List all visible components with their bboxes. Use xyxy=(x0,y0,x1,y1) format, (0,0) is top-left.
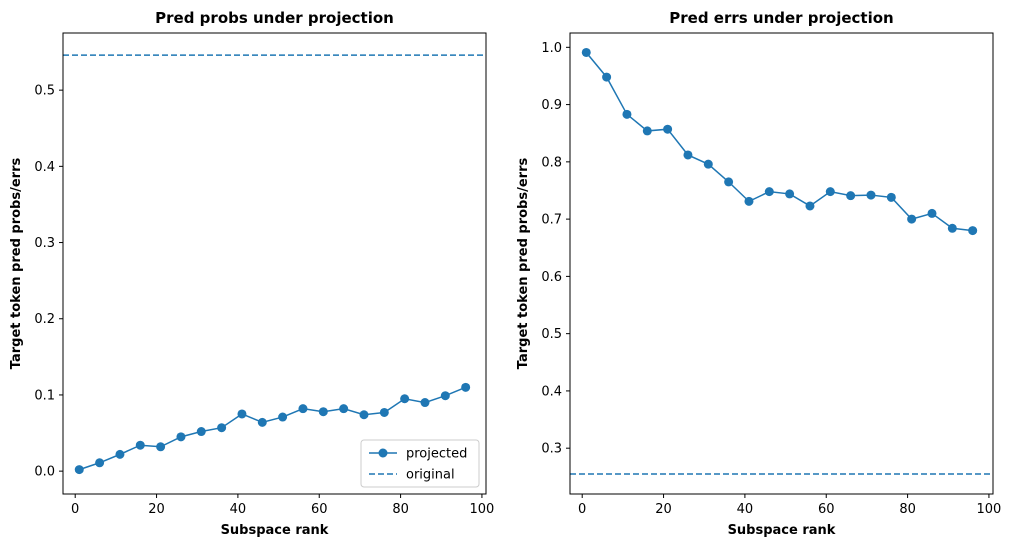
x-tick-label: 0 xyxy=(71,502,79,517)
x-tick-label: 60 xyxy=(311,502,328,517)
projected-data-point xyxy=(359,410,369,420)
projected-data-point xyxy=(744,196,754,206)
projected-data-point xyxy=(642,126,652,136)
projected-data-point xyxy=(805,201,815,211)
x-tick-label: 100 xyxy=(977,502,1002,517)
projected-data-point xyxy=(622,109,632,119)
y-tick-label: 0.3 xyxy=(541,442,562,457)
legend-projected-label: projected xyxy=(406,447,467,462)
y-tick-label: 1.0 xyxy=(541,41,562,56)
projected-data-point xyxy=(135,440,145,450)
y-tick-label: 0.0 xyxy=(34,465,55,480)
projected-data-point xyxy=(318,407,328,417)
projected-data-point xyxy=(237,409,247,419)
x-tick-label: 0 xyxy=(578,502,586,517)
projected-data-point xyxy=(440,391,450,401)
x-tick-label: 60 xyxy=(818,502,835,517)
y-tick-label: 0.9 xyxy=(541,98,562,113)
projected-data-point xyxy=(764,187,774,197)
axes-frame xyxy=(569,32,994,495)
chart-title: Pred errs under projection xyxy=(669,9,893,27)
projected-data-point xyxy=(866,190,876,200)
projected-data-point xyxy=(663,124,673,134)
projected-data-point xyxy=(968,226,978,236)
legend: projected original xyxy=(360,439,480,488)
projected-data-point xyxy=(907,214,917,224)
projected-data-point xyxy=(278,412,288,422)
projected-data-point xyxy=(156,442,166,452)
y-tick-label: 0.3 xyxy=(34,236,55,251)
y-tick-label: 0.4 xyxy=(34,160,55,175)
right-chart-pred-errs: Pred errs under projection Subspace rank… xyxy=(516,9,1001,538)
projected-data-point xyxy=(846,191,856,201)
x-axis-label: Subspace rank xyxy=(728,523,836,538)
legend-projected-marker xyxy=(378,448,388,458)
x-tick-label: 20 xyxy=(148,502,165,517)
projected-data-point xyxy=(115,449,125,459)
y-axis-label: Target token pred probs/errs xyxy=(9,158,24,370)
y-tick-label: 0.4 xyxy=(541,384,562,399)
y-tick-label: 0.8 xyxy=(541,155,562,170)
plot-area: 0 20 40 60 80 100 0.0 0.1 0.2 0.3 0.4 0.5 xyxy=(34,32,495,517)
x-tick-label: 20 xyxy=(655,502,672,517)
y-axis-label: Target token pred probs/errs xyxy=(516,158,531,370)
axes-frame xyxy=(62,32,487,495)
projected-data-point xyxy=(74,465,84,475)
x-tick-label: 100 xyxy=(470,502,495,517)
y-tick-label: 0.7 xyxy=(541,213,562,228)
projected-data-point xyxy=(785,189,795,199)
projected-data-point xyxy=(420,398,430,408)
projected-data-point xyxy=(886,192,896,202)
projected-data-point xyxy=(196,427,206,437)
legend-frame xyxy=(360,439,480,488)
projected-data-point xyxy=(339,404,349,414)
projected-data-point xyxy=(947,223,957,233)
x-tick-label: 80 xyxy=(899,502,916,517)
left-chart-pred-probs: Pred probs under projection Subspace ran… xyxy=(9,9,494,538)
projected-series-line xyxy=(585,51,973,232)
projected-data-point xyxy=(176,432,186,442)
legend-original-label: original xyxy=(406,468,455,483)
projected-data-point xyxy=(379,407,389,417)
y-tick-label: 0.5 xyxy=(541,327,562,342)
projected-data-point xyxy=(602,72,612,82)
projected-data-point xyxy=(703,159,713,169)
y-tick-label: 0.2 xyxy=(34,312,55,327)
projected-data-point xyxy=(217,423,227,433)
projected-data-point xyxy=(400,394,410,404)
chart-title: Pred probs under projection xyxy=(155,9,394,27)
y-tick-label: 0.1 xyxy=(34,388,55,403)
projected-data-point xyxy=(257,417,267,427)
y-tick-label: 0.6 xyxy=(541,270,562,285)
x-tick-label: 40 xyxy=(737,502,754,517)
y-tick-label: 0.5 xyxy=(34,84,55,99)
projected-data-point xyxy=(825,187,835,197)
projected-data-point xyxy=(683,150,693,160)
projected-data-point xyxy=(461,382,471,392)
plot-area: 0 20 40 60 80 100 0.3 0.4 0.5 0.6 0.7 0.8 0.9 1.0 xyxy=(541,32,1002,517)
x-tick-label: 40 xyxy=(230,502,247,517)
projected-data-point xyxy=(724,177,734,187)
projected-data-point xyxy=(298,404,308,414)
x-axis-label: Subspace rank xyxy=(221,523,329,538)
projected-data-point xyxy=(95,458,105,468)
x-tick-label: 80 xyxy=(392,502,409,517)
projected-data-point xyxy=(927,208,937,218)
projected-data-point xyxy=(581,47,591,57)
